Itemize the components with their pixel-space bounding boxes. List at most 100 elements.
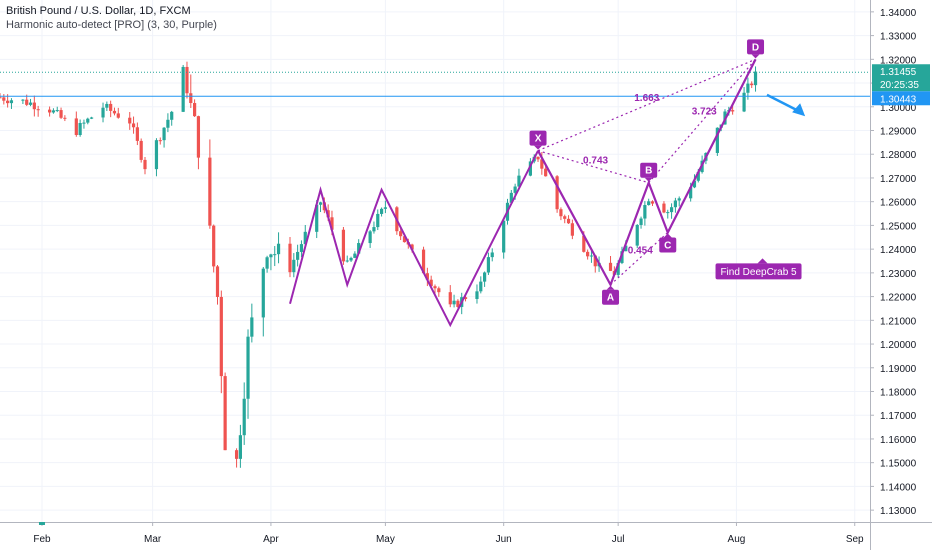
point-c-marker: C (659, 233, 677, 253)
candle-body (662, 203, 666, 213)
candle (131, 116, 136, 134)
candle (753, 66, 758, 92)
candle (669, 203, 674, 219)
candle-body (219, 296, 223, 377)
last-price-badge: 1.31455 (872, 64, 930, 79)
candle-body (463, 297, 468, 299)
candle-body (750, 83, 754, 86)
price-tick-label: 1.21000 (880, 316, 917, 327)
candle-body (170, 111, 174, 120)
candle-body (105, 103, 109, 108)
candle (353, 251, 357, 259)
zigzag-line (289, 150, 539, 328)
candle (750, 81, 754, 89)
candle (215, 265, 220, 305)
candle (0, 93, 2, 99)
candle (586, 249, 590, 260)
price-tick-label: 1.29000 (880, 127, 917, 138)
candle-body (28, 102, 33, 105)
time-axis: Feb Mar Apr May Jun Jul Aug Sep (33, 522, 864, 545)
candle-body (742, 92, 746, 112)
candle-body (753, 71, 758, 86)
candle-body (86, 118, 90, 123)
price-tick-label: 1.20000 (880, 340, 917, 351)
candle (51, 108, 56, 114)
time-tick-label: Jul (612, 534, 625, 545)
candle-body (421, 249, 426, 274)
candle-body (555, 176, 559, 210)
candle (563, 214, 567, 224)
candle (269, 253, 273, 271)
candle-body (25, 99, 29, 105)
candle-body (0, 97, 2, 99)
ratio-label: 1.663 (634, 93, 659, 104)
pattern-label-box: Find DeepCrab 5 (715, 258, 802, 280)
candle-body (479, 281, 483, 292)
arrow-head (792, 103, 806, 117)
marker-box (747, 39, 765, 55)
marker-pointer (663, 233, 672, 238)
candle (238, 424, 242, 468)
candle (82, 119, 86, 129)
candle-body (452, 300, 456, 305)
candle-body (589, 255, 594, 257)
candle (28, 98, 33, 107)
candle (383, 200, 387, 214)
candle-body (269, 254, 273, 258)
marker-pointer (606, 285, 615, 290)
candle-body (586, 251, 590, 257)
candle (116, 107, 120, 119)
candle-body (215, 266, 220, 297)
candle-body (715, 127, 719, 153)
candle-body (517, 175, 521, 187)
ratio-label: 0.454 (628, 246, 653, 257)
candle-body (635, 224, 639, 246)
candle-body (746, 83, 750, 93)
candle (635, 224, 639, 249)
candle (399, 228, 403, 241)
candle-body (433, 286, 437, 289)
price-tick-label: 1.13000 (880, 506, 917, 517)
candle (662, 201, 666, 214)
candle (292, 253, 296, 278)
candle-body (528, 161, 532, 176)
candle-body (566, 218, 571, 224)
pattern-label-text: Find DeepCrab 5 (720, 267, 797, 278)
grid (0, 0, 870, 522)
countdown-badge-bg (872, 77, 930, 92)
marker-box (602, 289, 620, 305)
candle-body (582, 235, 586, 252)
candle-body (689, 187, 693, 199)
candle (647, 198, 651, 206)
candle-body (650, 201, 655, 204)
marker-label: B (645, 166, 652, 177)
price-tick-label: 1.32000 (880, 55, 917, 66)
candle (196, 115, 201, 170)
marker-box (529, 130, 547, 146)
arrow-shaft (766, 93, 800, 113)
candle-body (559, 209, 563, 217)
candle-body (540, 159, 544, 169)
candle (288, 237, 292, 278)
candle-body (475, 291, 479, 299)
candle-body (696, 172, 700, 181)
candle-body (21, 99, 25, 101)
candle-body (166, 119, 170, 128)
candle (170, 110, 174, 126)
candle (570, 219, 574, 240)
indicator-label: Harmonic auto-detect [PRO] (3, 30, Purpl… (6, 19, 217, 31)
ratio-line (610, 232, 669, 286)
candle (677, 196, 681, 207)
ratio-line (537, 58, 756, 152)
price-tick-label: 1.18000 (880, 388, 917, 399)
level-badge-bg (872, 91, 930, 106)
candle (89, 116, 94, 120)
candle-body (383, 207, 387, 209)
candle (55, 106, 59, 113)
price-tick-label: 1.34000 (880, 8, 917, 19)
candle (650, 200, 655, 207)
marker-label: A (607, 293, 614, 304)
candle-body (112, 110, 117, 114)
